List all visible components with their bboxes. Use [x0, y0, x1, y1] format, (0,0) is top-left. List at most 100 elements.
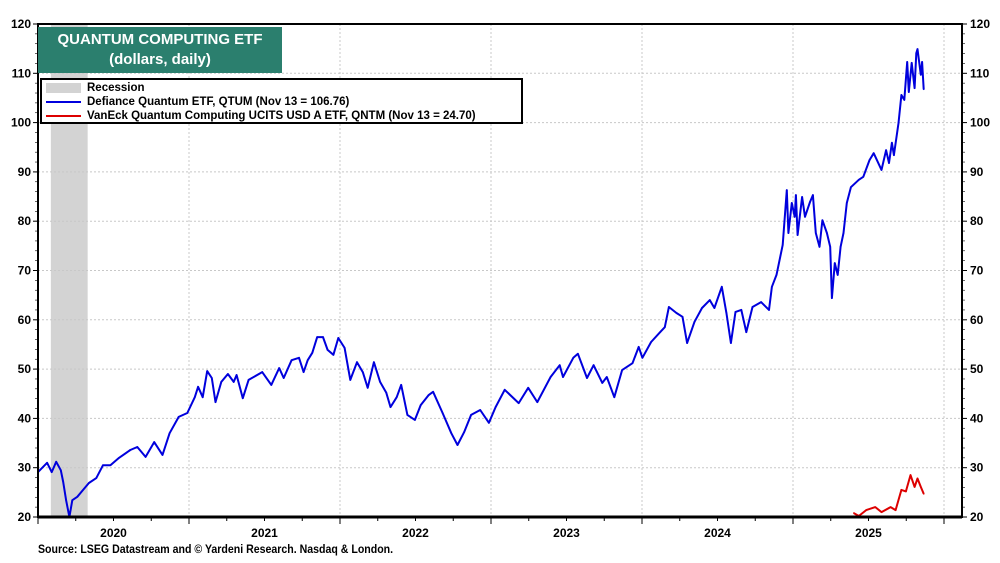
- data-point-qtum: [456, 444, 459, 446]
- data-point-qtum: [227, 373, 229, 375]
- data-point-qtum: [177, 416, 180, 418]
- data-point-qtum: [400, 384, 403, 386]
- series-line-qtum: [37, 48, 925, 518]
- data-point-qtum: [168, 432, 171, 434]
- data-point-qtum: [577, 353, 579, 355]
- legend-label-qntm: VanEck Quantum Computing UCITS USD A ETF…: [87, 110, 476, 122]
- source-note: Source: LSEG Datastream and © Yardeni Re…: [38, 544, 394, 556]
- data-point-qtum: [536, 401, 539, 403]
- data-point-qtum: [59, 469, 62, 471]
- data-point-qtum: [349, 379, 352, 381]
- data-point-qtum: [136, 446, 139, 448]
- x-tick-label: 2020: [100, 526, 127, 540]
- data-point-qntm: [913, 486, 916, 488]
- data-point-qtum: [709, 299, 711, 301]
- data-point-qtum: [95, 477, 98, 479]
- y-tick-label-right: 110: [970, 66, 990, 80]
- data-point-qtum: [389, 406, 392, 408]
- y-tick-label-left: 60: [18, 313, 32, 327]
- data-point-qntm: [909, 474, 912, 476]
- data-point-qtum: [432, 390, 434, 393]
- data-point-qtum: [129, 449, 132, 451]
- data-point-qtum: [721, 285, 723, 288]
- data-point-qtum: [406, 414, 409, 416]
- data-point-qtum: [102, 464, 104, 467]
- data-point-qtum: [857, 178, 860, 181]
- data-point-qtum: [193, 396, 196, 399]
- data-point-qtum: [290, 359, 293, 362]
- data-point-qtum: [818, 246, 821, 248]
- data-point-qtum: [659, 331, 662, 333]
- legend-swatch-recession: [46, 83, 81, 93]
- data-point-qntm: [853, 512, 855, 514]
- data-point-qtum: [572, 356, 575, 359]
- y-tick-label-left: 120: [11, 17, 31, 31]
- data-point-qtum: [801, 196, 803, 198]
- data-point-qtum: [419, 404, 422, 406]
- data-point-qtum: [793, 215, 796, 218]
- data-point-qtum: [913, 87, 916, 89]
- chart-subtitle: (dollars, daily): [109, 51, 211, 68]
- data-point-qtum: [663, 326, 666, 328]
- y-tick-label-left: 20: [18, 510, 32, 524]
- data-point-qtum: [210, 377, 213, 379]
- data-point-qtum: [586, 377, 588, 379]
- data-point-qtum: [278, 367, 280, 369]
- x-tick-label: 2025: [855, 526, 882, 540]
- data-point-qtum: [821, 219, 824, 222]
- data-point-qtum: [826, 232, 828, 234]
- data-point-qtum: [868, 159, 871, 161]
- data-point-qtum: [488, 422, 490, 424]
- y-tick-label-left: 110: [12, 66, 32, 80]
- data-point-qtum: [906, 61, 908, 63]
- data-point-qtum: [441, 412, 444, 414]
- y-tick-label-right: 50: [970, 362, 984, 376]
- data-point-qntm: [880, 511, 883, 513]
- data-point-qtum: [775, 274, 778, 276]
- data-point-qtum: [725, 312, 728, 314]
- data-point-qtum: [908, 91, 910, 93]
- data-point-qtum: [921, 61, 923, 63]
- data-point-qtum: [214, 401, 217, 403]
- data-point-qtum: [606, 376, 608, 378]
- data-point-qntm: [865, 509, 868, 511]
- data-point-qtum: [804, 215, 806, 218]
- data-point-qtum: [795, 194, 797, 196]
- data-point-qtum: [82, 489, 84, 491]
- data-point-qtum: [850, 186, 852, 188]
- data-point-qtum: [814, 232, 817, 234]
- data-point-qtum: [549, 376, 552, 378]
- data-point-qtum: [343, 347, 346, 349]
- data-point-qtum: [337, 337, 340, 339]
- data-point-qtum: [781, 244, 784, 246]
- data-point-qtum: [470, 414, 472, 416]
- data-point-qtum: [220, 381, 223, 383]
- data-point-qtum: [356, 361, 358, 363]
- x-tick-label: 2023: [553, 526, 580, 540]
- chart-title: QUANTUM COMPUTING ETF: [57, 31, 263, 48]
- data-point-qtum: [637, 346, 640, 348]
- data-point-qtum: [395, 396, 398, 399]
- data-point-qtum: [427, 394, 430, 397]
- legend-item-qtum: Defiance Quantum ETF, QTUM (Nov 13 = 106…: [46, 95, 521, 109]
- y-tick-label-left: 100: [11, 116, 31, 130]
- data-point-qntm: [889, 506, 892, 508]
- y-tick-label-left: 30: [18, 461, 32, 475]
- data-point-qtum: [153, 441, 156, 443]
- data-point-qtum: [880, 169, 883, 171]
- y-tick-label-right: 120: [970, 17, 990, 31]
- y-tick-label-right: 30: [970, 461, 984, 475]
- data-point-qtum: [768, 309, 770, 311]
- data-point-qtum: [812, 194, 814, 196]
- data-point-qtum: [527, 387, 530, 389]
- data-point-qtum: [796, 234, 799, 236]
- data-point-qtum: [109, 464, 112, 467]
- data-point-qtum: [241, 397, 244, 399]
- data-point-qtum: [686, 342, 688, 344]
- data-point-qtum: [385, 391, 388, 394]
- data-point-qntm: [916, 477, 919, 480]
- data-point-qtum: [206, 370, 209, 372]
- data-point-qtum: [915, 52, 918, 54]
- y-tick-label-left: 70: [18, 264, 32, 278]
- data-point-qtum: [885, 149, 887, 152]
